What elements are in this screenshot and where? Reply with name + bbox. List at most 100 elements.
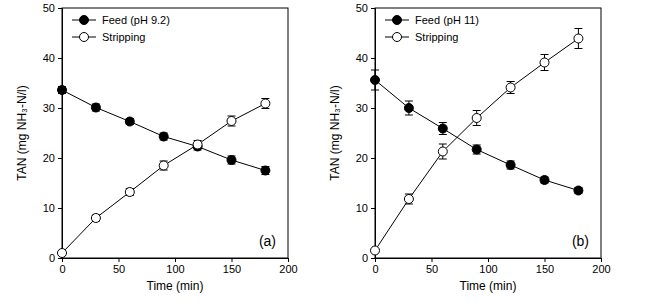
error-bar — [228, 116, 236, 126]
y-tick: 30 — [356, 102, 375, 114]
data-point — [574, 34, 583, 43]
data-point — [261, 166, 270, 175]
x-tick: 150 — [223, 258, 241, 275]
error-bar — [507, 82, 515, 94]
data-point — [506, 83, 515, 92]
y-tick: 20 — [356, 152, 375, 164]
x-tick-mark — [601, 258, 602, 262]
legend-marker — [393, 16, 402, 25]
error-bar — [126, 189, 134, 196]
data-point — [193, 140, 202, 149]
error-bar — [507, 161, 515, 169]
x-tick-label: 200 — [279, 263, 297, 275]
data-point — [540, 58, 549, 67]
legend-marker — [80, 33, 89, 42]
x-tick: 150 — [536, 258, 554, 275]
y-tick-mark — [58, 158, 62, 159]
x-axis-title: Time (min) — [147, 279, 204, 293]
y-tick-label: 20 — [43, 152, 55, 164]
data-point — [58, 249, 67, 258]
legend-label: Feed (pH 9.2) — [102, 14, 170, 26]
y-tick-label: 20 — [356, 152, 368, 164]
data-point — [159, 161, 168, 170]
series-line — [62, 104, 265, 254]
error-cap — [574, 28, 582, 29]
y-axis-title: TAN (mg NH₃-N/l) — [328, 85, 342, 180]
x-axis-title: Time (min) — [460, 279, 517, 293]
x-tick: 50 — [426, 258, 438, 275]
y-axis-line — [371, 9, 376, 259]
x-tick: 0 — [59, 258, 65, 275]
x-axis: 050100150200 — [59, 258, 297, 275]
x-axis: 050100150200 — [372, 258, 610, 275]
error-bar — [574, 29, 582, 49]
y-tick-mark — [371, 208, 375, 209]
legend: Feed (pH 11)Stripping — [385, 14, 479, 43]
error-cap — [405, 115, 413, 116]
error-cap — [574, 48, 582, 49]
figure: 05010015020001020304050Time (min)TAN (mg… — [0, 0, 652, 303]
data-point — [472, 145, 481, 154]
error-bar — [473, 111, 481, 126]
y-tick-mark — [58, 8, 62, 9]
y-tick-mark — [371, 58, 375, 59]
error-cap — [473, 125, 481, 126]
error-cap — [541, 70, 549, 71]
error-bar — [228, 156, 236, 164]
y-tick-label: 40 — [43, 52, 55, 64]
error-bar — [541, 55, 549, 71]
x-tick-mark — [119, 258, 120, 262]
plot-frame — [375, 8, 601, 258]
error-bar — [92, 104, 100, 111]
y-tick-label: 10 — [43, 202, 55, 214]
y-tick-label: 0 — [49, 252, 55, 264]
legend-marker — [393, 33, 402, 42]
error-bar — [160, 161, 168, 170]
legend-marker — [80, 16, 89, 25]
panel-label: (b) — [572, 233, 589, 249]
error-cap — [371, 70, 379, 71]
x-tick-mark — [545, 258, 546, 262]
y-tick: 40 — [43, 52, 62, 64]
y-tick-label: 40 — [356, 52, 368, 64]
x-tick-label: 150 — [223, 263, 241, 275]
x-tick-label: 100 — [479, 263, 497, 275]
error-bar — [58, 87, 66, 94]
y-tick-mark — [58, 108, 62, 109]
error-bar — [371, 70, 379, 90]
data-point — [58, 86, 67, 95]
y-tick-mark — [371, 108, 375, 109]
y-tick: 30 — [43, 102, 62, 114]
y-tick-mark — [58, 258, 62, 259]
x-tick-label: 50 — [426, 263, 438, 275]
series-line — [375, 80, 578, 191]
x-tick-mark — [432, 258, 433, 262]
error-cap — [405, 101, 413, 102]
error-cap — [439, 144, 447, 145]
y-tick-mark — [371, 158, 375, 159]
error-cap — [507, 81, 515, 82]
plot-area — [58, 86, 270, 258]
y-tick: 10 — [356, 202, 375, 214]
data-point — [125, 188, 134, 197]
error-bar — [405, 194, 413, 204]
y-axis: 01020304050 — [356, 2, 376, 264]
error-bar — [194, 141, 202, 149]
data-point — [438, 124, 447, 133]
plot-area — [371, 29, 583, 256]
data-point — [472, 114, 481, 123]
x-tick-mark — [175, 258, 176, 262]
y-tick-label: 10 — [356, 202, 368, 214]
x-tick-mark — [288, 258, 289, 262]
x-tick: 100 — [479, 258, 497, 275]
x-axis-line — [376, 259, 602, 263]
data-point — [227, 156, 236, 165]
data-point — [91, 103, 100, 112]
y-tick: 20 — [43, 152, 62, 164]
error-cap — [439, 159, 447, 160]
y-tick-label: 30 — [43, 102, 55, 114]
x-tick-mark — [232, 258, 233, 262]
y-tick: 10 — [43, 202, 62, 214]
error-bar — [439, 144, 447, 159]
error-bar — [439, 123, 447, 135]
